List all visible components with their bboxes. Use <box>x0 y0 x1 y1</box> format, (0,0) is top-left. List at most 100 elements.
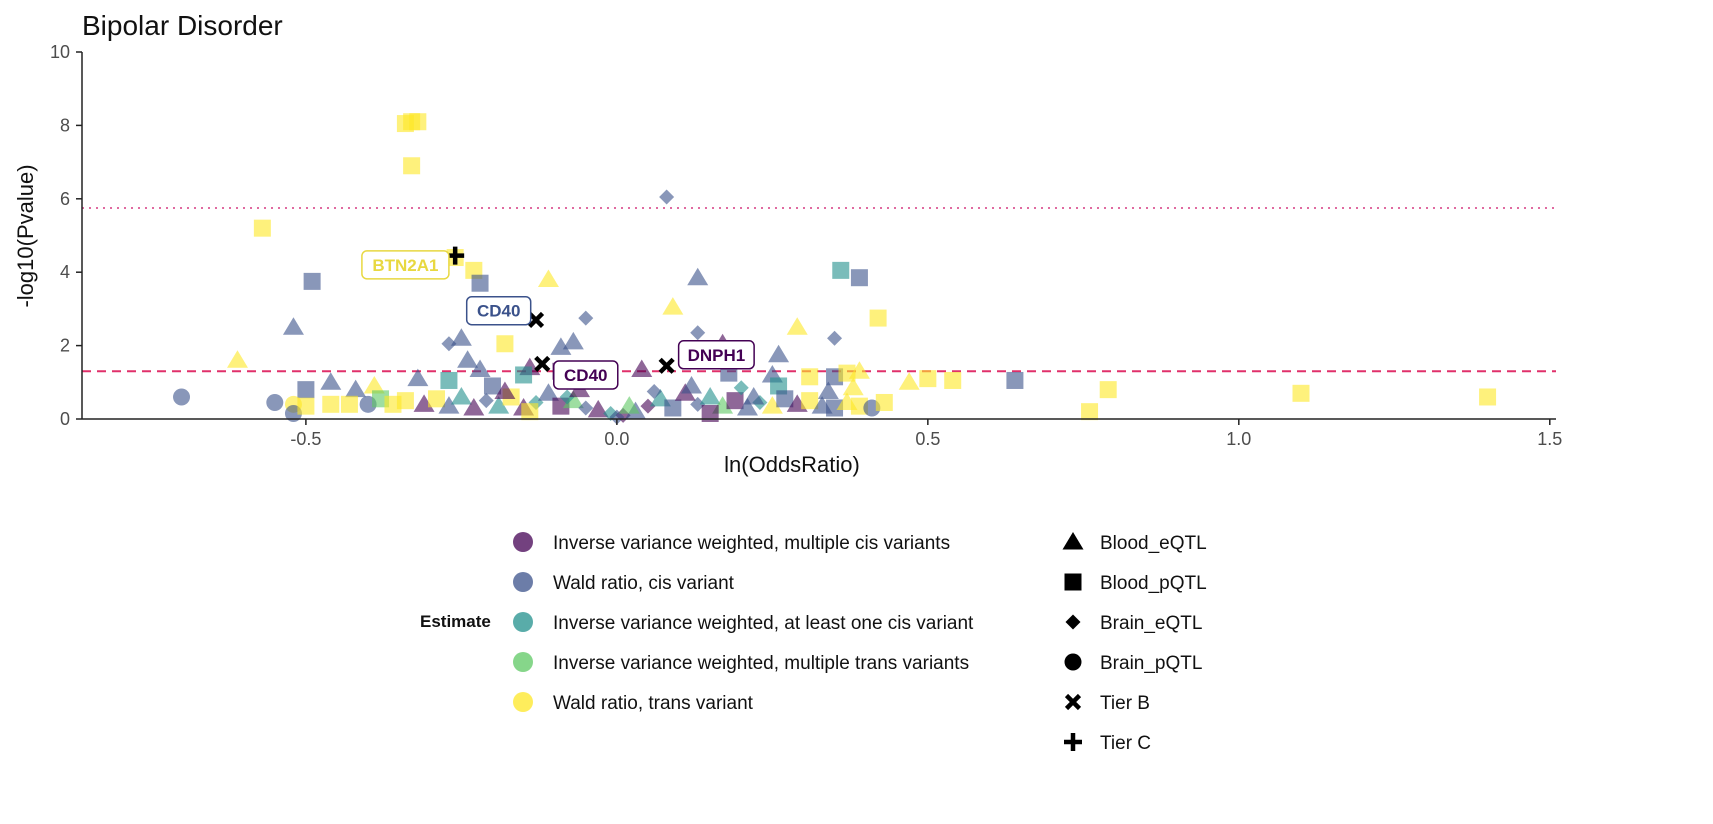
y-tick-label: 10 <box>50 42 70 62</box>
data-point <box>226 350 248 368</box>
legend-shape-label: Blood_pQTL <box>1100 573 1207 594</box>
data-point <box>407 368 429 387</box>
legend-shape-entries: Blood_eQTL Blood_pQTL Brain_eQTL Brain_pQTL… <box>1062 532 1207 754</box>
data-point <box>640 398 656 414</box>
y-tick-label: 2 <box>60 336 70 356</box>
gene-label-text: DNPH1 <box>688 346 746 365</box>
gene-label-text: CD40 <box>564 366 607 385</box>
data-point <box>340 395 358 413</box>
data-point <box>875 393 893 411</box>
x-tick-label: 1.5 <box>1537 429 1562 449</box>
gene-label-box <box>361 250 450 280</box>
x-tick-label: 0.0 <box>604 429 629 449</box>
data-point <box>471 274 489 292</box>
data-point <box>662 297 684 315</box>
data-points <box>173 113 1497 425</box>
y-tick-label: 4 <box>60 262 70 282</box>
x-tick-label: -0.5 <box>290 429 321 449</box>
legend-shape-square-icon <box>1064 573 1082 591</box>
legend-shape-label: Brain_pQTL <box>1100 653 1202 674</box>
data-point <box>898 372 920 390</box>
legend-color-swatch <box>513 692 533 712</box>
data-point <box>826 399 844 417</box>
legend-shape-diamond-icon <box>1065 614 1081 630</box>
legend: Estimate Inverse variance weighted, mult… <box>420 532 1207 754</box>
data-point <box>494 381 516 399</box>
data-point <box>450 328 472 346</box>
legend-estimate-label: Inverse variance weighted, at least one … <box>553 613 974 634</box>
data-point <box>428 390 446 408</box>
gene-label: CD40 <box>465 295 532 326</box>
data-point <box>690 325 706 341</box>
x-tick-label: 1.0 <box>1226 429 1251 449</box>
legend-shape-label: Blood_eQTL <box>1100 533 1207 554</box>
data-point <box>550 337 572 355</box>
gene-label: BTN2A1 <box>361 250 450 280</box>
gene-label: DNPH1 <box>677 340 755 370</box>
data-point <box>770 377 788 395</box>
data-point <box>664 399 682 417</box>
x-tick-label: 0.5 <box>915 429 940 449</box>
data-point <box>469 359 491 377</box>
y-axis-title: -log10(Pvalue) <box>13 164 38 307</box>
data-point <box>801 392 819 410</box>
data-point <box>681 375 703 394</box>
data-point <box>1006 371 1024 389</box>
data-point <box>450 386 472 405</box>
x-axis-title: ln(OddsRatio) <box>724 452 860 477</box>
legend-shape-cross-x-icon <box>1064 693 1082 711</box>
legend-estimate-label: Wald ratio, cis variant <box>553 573 735 594</box>
data-point <box>659 189 675 205</box>
data-point <box>687 267 709 286</box>
data-point <box>396 392 414 410</box>
data-point <box>631 359 653 377</box>
data-point <box>440 371 458 389</box>
y-tick-label: 6 <box>60 189 70 209</box>
data-point <box>587 399 609 418</box>
data-point <box>345 379 367 398</box>
data-point <box>768 344 790 363</box>
data-point <box>521 403 539 421</box>
data-point <box>266 393 284 411</box>
data-point <box>776 390 794 408</box>
data-point <box>253 219 271 237</box>
data-point <box>869 309 887 327</box>
legend-shape-cross-plus-icon <box>1064 733 1082 751</box>
legend-estimate-label: Inverse variance weighted, multiple tran… <box>553 653 969 674</box>
gene-label-box <box>677 340 755 370</box>
legend-color-swatch <box>513 652 533 672</box>
data-point <box>534 355 551 373</box>
legend-color-swatch <box>513 612 533 632</box>
data-point <box>578 310 594 326</box>
data-point <box>701 404 719 422</box>
data-point <box>413 394 435 412</box>
data-point <box>537 383 559 401</box>
data-point <box>173 388 191 406</box>
data-point <box>478 393 494 409</box>
data-point <box>297 381 315 399</box>
data-point <box>559 389 575 405</box>
data-point <box>850 397 868 415</box>
data-point <box>1479 388 1497 406</box>
gene-label-box <box>553 360 619 390</box>
data-point <box>848 361 870 379</box>
data-point <box>699 386 721 405</box>
data-point <box>761 396 783 414</box>
data-point <box>282 317 304 335</box>
data-point <box>786 317 808 335</box>
legend-shape-circle-icon <box>1064 653 1082 671</box>
data-point <box>1292 384 1310 402</box>
data-point <box>527 311 545 329</box>
legend-title-estimate: Estimate <box>420 612 491 631</box>
data-point <box>827 330 843 346</box>
data-point <box>515 366 533 384</box>
data-point <box>297 397 315 415</box>
legend-shape-label: Tier C <box>1100 733 1151 754</box>
data-point <box>488 396 510 414</box>
reference-lines <box>82 206 1556 373</box>
y-axis-ticks: 0 2 4 6 8 10 <box>50 42 82 429</box>
data-point <box>817 381 839 399</box>
x-axis-ticks: -0.5 0.0 0.5 1.0 1.5 <box>290 419 1562 449</box>
y-tick-label: 0 <box>60 409 70 429</box>
data-point <box>944 371 962 389</box>
